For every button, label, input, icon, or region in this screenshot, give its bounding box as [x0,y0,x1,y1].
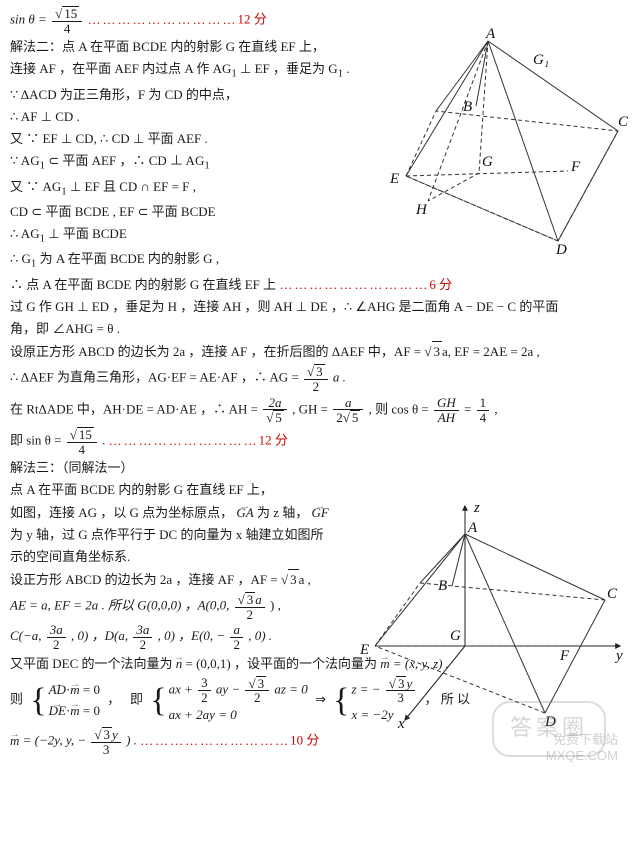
line-15: 设原正方形 ABCD 的边长为 2a ，连接 AF ，在折后图的 ΔAEF 中，… [10,341,626,362]
fig2-label-C: C [607,586,618,602]
line-20: 点 A 在平面 BCDE 内的射影 G 在直线 EF 上， [10,480,360,500]
leader-dots [279,277,429,292]
line-22: 为 y 轴，过 G 点作平行于 DC 的向量为 x 轴建立如图所 [10,525,360,545]
line-12: ∴ 点 A 在平面 BCDE 内的射影 G 在直线 EF 上 6 分 [10,275,626,295]
leader-dots [109,433,259,448]
fig2-label-A: A [467,520,478,536]
line-18: 即 sin θ = √154 . 12 分 [10,427,626,456]
line-25: AE = a, EF = 2a . 所以 G(0,0,0) ，A(0,0, √3… [10,592,360,621]
fig2-label-E: E [359,642,369,658]
page-root: A B C D E F G H G₁ [0,0,636,769]
fig1-label-F: F [570,159,581,175]
line-24: 设正方形 ABCD 的边长为 2a ，连接 AF ，AF = √3a , [10,569,360,590]
line-14: 角，即 ∠AHG = θ . [10,319,626,339]
fig1-label-B: B [463,99,472,115]
fig2-label-B: B [438,578,447,594]
fig1-label-A: A [485,26,496,42]
fig1-label-G: G [482,154,493,170]
fig2-label-F: F [559,648,570,664]
fig2-label-z: z [473,500,480,516]
line-10: ∴ AG1 ⊥ 平面 BCDE [10,224,360,247]
line-17: 在 RtΔADE 中，AH·DE = AD·AE ，∴ AH = 2a√5 , … [10,396,626,425]
leader-dots [140,733,290,748]
line-4: ∵ ΔACD 为正三角形，F 为 CD 的中点， [10,85,360,105]
line-13: 过 G 作 GH ⊥ ED ，垂足为 H ，连接 AH ，则 AH ⊥ DE ，… [10,297,626,317]
line-23: 示的空间直角坐标系. [10,547,360,567]
line-3: 连接 AF ，在平面 AEF 内过点 A 作 AG1 ⊥ EF ，垂足为 G1 … [10,59,360,82]
fig2-label-y: y [614,648,623,664]
fig2-label-G: G [450,628,461,644]
line-6: 又 ∵ EF ⊥ CD, ∴ CD ⊥ 平面 AEF . [10,129,360,149]
fig1-label-E: E [389,171,399,187]
geometry-figure-2: A B C D E F G z y x [350,498,630,733]
fig1-label-H: H [415,202,428,218]
line-21: 如图，连接 AG ，以 G 点为坐标原点， GA 为 z 轴， GF [10,503,360,523]
geometry-figure-1: A B C D E F G H G₁ [368,26,628,256]
line-5: ∴ AF ⊥ CD . [10,107,360,127]
line-9: CD ⊂ 平面 BCDE , EF ⊂ 平面 BCDE [10,202,360,222]
leader-dots [87,12,237,27]
fig1-label-C: C [618,114,628,130]
watermark-text: 免费下载站 MXQE.COM [546,732,618,765]
line-19: 解法三：（同解法一） [10,458,626,478]
line-16: ∴ ΔAEF 为直角三角形，AG·EF = AE·AF ，∴ AG = √32 … [10,364,626,393]
line-8: 又 ∵ AG1 ⊥ EF 且 CD ∩ EF = F , [10,177,360,200]
fig1-label-D: D [555,242,567,256]
fig2-label-x: x [397,716,405,732]
fig1-label-G1: G₁ [533,52,549,68]
line-7: ∵ AG1 ⊂ 平面 AEF ，∴ CD ⊥ AG1 [10,151,360,174]
